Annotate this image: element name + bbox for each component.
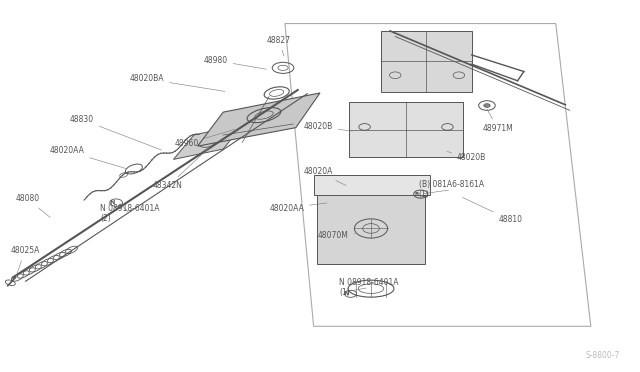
Text: 48827: 48827 — [267, 36, 291, 56]
Polygon shape — [314, 175, 429, 195]
Text: 48025A: 48025A — [10, 246, 40, 276]
Text: N 08918-6401A
(1): N 08918-6401A (1) — [339, 278, 399, 297]
Text: 48020B: 48020B — [447, 151, 486, 162]
Text: 48971M: 48971M — [483, 109, 513, 133]
Text: N: N — [344, 291, 349, 296]
Text: 48020A: 48020A — [303, 167, 346, 186]
Text: (B) 081A6-8161A
(1): (B) 081A6-8161A (1) — [419, 180, 484, 199]
Text: 48342N: 48342N — [153, 147, 210, 190]
Text: 48020BA: 48020BA — [129, 74, 225, 92]
Text: N 08918-6401A
(2): N 08918-6401A (2) — [100, 204, 159, 224]
Polygon shape — [381, 31, 472, 92]
Text: 48980: 48980 — [204, 56, 266, 69]
Text: 48960: 48960 — [175, 129, 234, 148]
Text: 48020B: 48020B — [303, 122, 352, 131]
Text: S-8800-7: S-8800-7 — [585, 350, 620, 359]
Text: 48810: 48810 — [463, 198, 522, 224]
Text: 48070M: 48070M — [318, 231, 355, 240]
Text: 48020AA: 48020AA — [269, 203, 327, 213]
Text: 48080: 48080 — [15, 195, 50, 218]
Polygon shape — [349, 102, 463, 157]
Polygon shape — [173, 124, 244, 160]
Text: N: N — [109, 200, 115, 205]
Polygon shape — [317, 190, 425, 263]
Text: 48830: 48830 — [70, 115, 161, 150]
Polygon shape — [198, 93, 320, 146]
Text: 48020AA: 48020AA — [49, 147, 126, 169]
Text: B: B — [414, 192, 419, 197]
Ellipse shape — [484, 104, 490, 108]
